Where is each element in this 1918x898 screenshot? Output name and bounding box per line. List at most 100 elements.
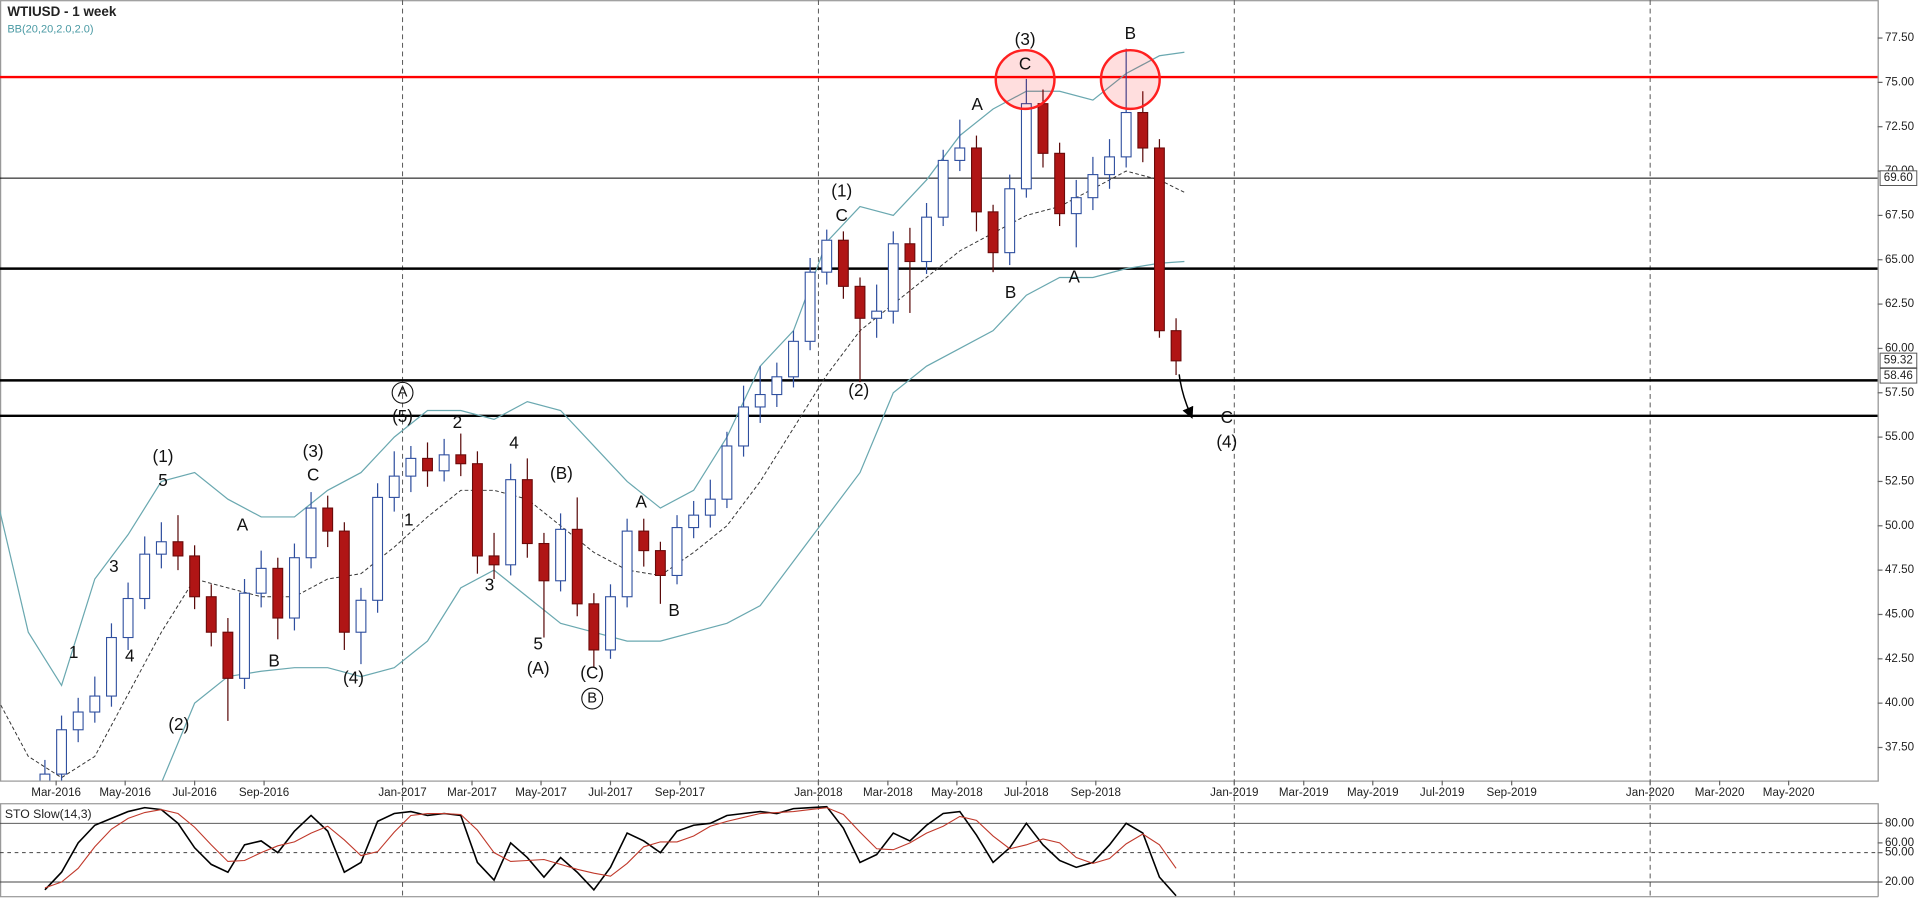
candle-body	[405, 457, 417, 477]
oscillator-line	[44, 807, 1177, 889]
y-axis-area	[1878, 0, 1918, 781]
candle-body	[122, 597, 134, 639]
candle-body	[89, 695, 101, 713]
y-tick-label: 47.50	[1885, 563, 1914, 576]
candle-body	[155, 541, 167, 555]
candle-body	[555, 528, 567, 582]
candle-body	[688, 514, 700, 529]
annotation-circle	[581, 687, 604, 710]
x-tick-label: May-2017	[515, 786, 567, 799]
candle-body	[1137, 111, 1149, 149]
candle-body	[704, 498, 716, 516]
x-tick-label: Jul-2018	[1004, 786, 1049, 799]
wave-label: 5	[533, 634, 543, 653]
candle-body	[388, 475, 400, 498]
candle-body	[471, 463, 483, 557]
wave-label: C	[1221, 408, 1233, 427]
x-tick-label: Jul-2017	[588, 786, 633, 799]
annotation-circle	[391, 381, 414, 404]
candle-body	[854, 285, 866, 319]
candle-body	[288, 557, 300, 619]
wave-label: 3	[485, 576, 495, 595]
price-label: 58.46	[1884, 369, 1913, 382]
x-tick-label: Sep-2016	[239, 786, 289, 799]
wave-label: (A)	[527, 659, 550, 678]
candle-body	[1054, 152, 1066, 215]
x-tick-label: Jan-2018	[794, 786, 842, 799]
candle-body	[538, 542, 550, 582]
oscillator-axis-area	[1878, 803, 1918, 898]
wave-label: (C)	[580, 664, 604, 683]
wave-label: A	[636, 492, 648, 511]
y-tick-label: 57.50	[1885, 386, 1914, 399]
x-tick-label: Mar-2016	[31, 786, 81, 799]
price-label-box	[1879, 170, 1918, 186]
wave-label: (3)	[303, 442, 324, 461]
wave-label: A	[1068, 267, 1080, 286]
candle-body	[338, 530, 350, 633]
candle-body	[305, 507, 317, 559]
y-tick-label: 42.50	[1885, 652, 1914, 665]
x-tick-label: Mar-2018	[863, 786, 913, 799]
wave-label: A	[398, 385, 408, 401]
wave-label: A	[237, 516, 249, 535]
candle-body	[1120, 111, 1132, 158]
candle-body	[521, 479, 533, 545]
wave-label: (1)	[831, 182, 852, 201]
candle-body	[738, 406, 750, 447]
wave-label: (1)	[153, 447, 174, 466]
candle-body	[422, 457, 433, 472]
candle-body	[372, 496, 384, 601]
candle-body	[654, 550, 666, 577]
candle-body	[172, 541, 184, 557]
candle-body	[355, 599, 367, 633]
candle-body	[804, 271, 816, 342]
highlight-circle	[1099, 48, 1161, 111]
candle-body	[1153, 147, 1165, 332]
oscillator-y-tick-label: 50.00	[1885, 846, 1914, 859]
candle-body	[1037, 103, 1049, 154]
oscillator-line	[44, 805, 1177, 897]
wave-label: 4	[125, 647, 135, 666]
wave-label: 2	[453, 413, 463, 432]
candle-body	[588, 603, 600, 651]
y-tick-label: 50.00	[1885, 519, 1914, 532]
wave-label: (B)	[550, 464, 573, 483]
candle-body	[754, 393, 766, 408]
candle-body	[721, 445, 733, 500]
wave-label: A	[972, 95, 984, 114]
candle-body	[921, 216, 932, 263]
x-tick-label: Sep-2017	[655, 786, 705, 799]
candle-body	[72, 711, 84, 731]
chart-title: WTIUSD - 1 week	[7, 4, 117, 19]
y-tick-label: 75.00	[1885, 75, 1914, 88]
oscillator-y-tick-label: 60.00	[1885, 836, 1914, 849]
y-tick-label: 37.50	[1885, 741, 1914, 754]
price-label: 59.32	[1884, 354, 1913, 367]
x-tick-label: May-2020	[1763, 786, 1815, 799]
candle-body	[106, 636, 117, 697]
wave-label: (5)	[392, 407, 413, 426]
candle-body	[56, 729, 67, 775]
wave-label: 1	[69, 643, 79, 662]
projection-arrow	[1178, 374, 1194, 419]
x-tick-label: Jan-2019	[1210, 786, 1258, 799]
y-tick-label: 40.00	[1885, 696, 1914, 709]
wave-label: 5	[158, 471, 168, 490]
x-tick-label: Jul-2016	[172, 786, 217, 799]
wave-label: (2)	[168, 715, 189, 734]
candle-body	[671, 527, 683, 577]
candle-body	[887, 243, 899, 312]
wave-label: B	[1005, 283, 1016, 302]
wave-label: 3	[109, 557, 119, 576]
candle-body	[837, 239, 849, 287]
candle-body	[1004, 188, 1016, 254]
indicator-label: BB(20,20,2.0,2.0)	[7, 23, 93, 35]
candle-body	[205, 596, 217, 633]
candle-body	[937, 159, 949, 218]
price-label-box	[1879, 352, 1918, 369]
wave-label: (4)	[1216, 432, 1237, 451]
wave-label: (3)	[1015, 30, 1036, 49]
x-tick-label: May-2019	[1347, 786, 1399, 799]
candle-body	[438, 454, 450, 472]
